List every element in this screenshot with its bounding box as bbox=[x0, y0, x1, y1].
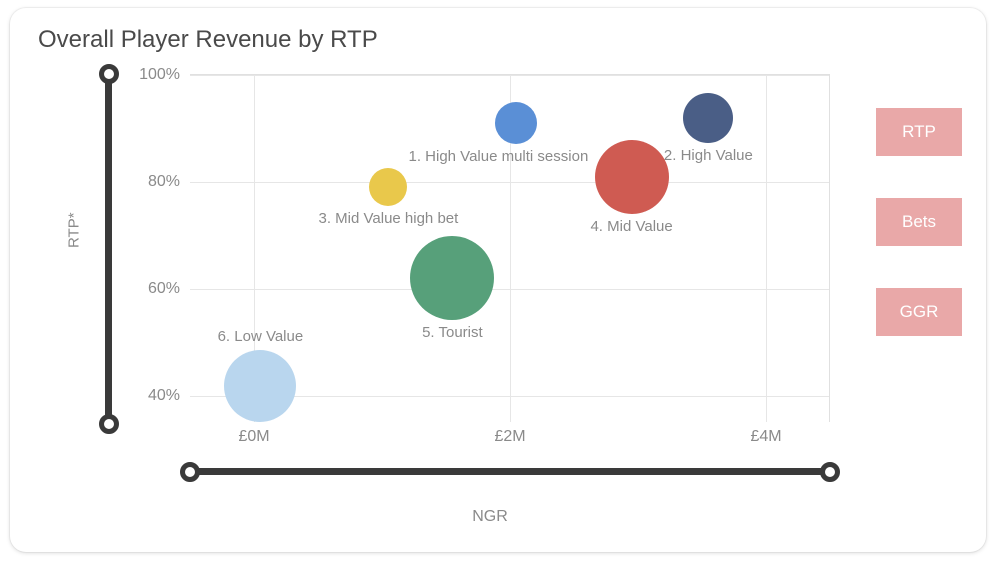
y-range-slider-knob-top[interactable] bbox=[99, 64, 119, 84]
y-tick-label: 100% bbox=[139, 66, 180, 84]
x-tick-label: £0M bbox=[238, 428, 269, 446]
y-range-slider-knob-bottom[interactable] bbox=[99, 414, 119, 434]
chart-title: Overall Player Revenue by RTP bbox=[38, 26, 378, 54]
metric-button-rtp[interactable]: RTP bbox=[876, 108, 962, 156]
bubble-point[interactable] bbox=[595, 140, 669, 214]
gridline-vertical bbox=[766, 75, 767, 422]
bubble-point[interactable] bbox=[495, 102, 537, 144]
bubble-label: 2. High Value bbox=[664, 147, 753, 164]
x-range-slider-knob-right[interactable] bbox=[820, 462, 840, 482]
y-axis-label: RTP* bbox=[66, 212, 83, 248]
y-tick-label: 80% bbox=[148, 173, 180, 191]
bubble-label: 3. Mid Value high bet bbox=[318, 210, 458, 227]
bubble-point[interactable] bbox=[410, 236, 494, 320]
metric-button-ggr[interactable]: GGR bbox=[876, 288, 962, 336]
bubble-label: 6. Low Value bbox=[218, 328, 304, 345]
gridline-horizontal bbox=[190, 75, 829, 76]
bubble-point[interactable] bbox=[369, 168, 407, 206]
y-tick-label: 40% bbox=[148, 387, 180, 405]
x-range-slider-knob-left[interactable] bbox=[180, 462, 200, 482]
x-axis-label: NGR bbox=[472, 508, 508, 526]
y-range-slider-track[interactable] bbox=[105, 76, 112, 424]
bubble-chart-plot: £0M£2M£4M40%60%80%100%1. High Value mult… bbox=[190, 74, 830, 422]
x-tick-label: £4M bbox=[750, 428, 781, 446]
y-tick-label: 60% bbox=[148, 280, 180, 298]
metric-button-bets[interactable]: Bets bbox=[876, 198, 962, 246]
bubble-label: 5. Tourist bbox=[422, 324, 483, 341]
x-range-slider-track[interactable] bbox=[190, 468, 830, 475]
gridline-horizontal bbox=[190, 289, 829, 290]
chart-card: Overall Player Revenue by RTP RTP Bets G… bbox=[10, 8, 986, 552]
bubble-label: 1. High Value multi session bbox=[408, 148, 588, 165]
bubble-point[interactable] bbox=[683, 93, 733, 143]
bubble-point[interactable] bbox=[224, 350, 296, 422]
gridline-horizontal bbox=[190, 182, 829, 183]
bubble-label: 4. Mid Value bbox=[590, 218, 672, 235]
x-tick-label: £2M bbox=[494, 428, 525, 446]
